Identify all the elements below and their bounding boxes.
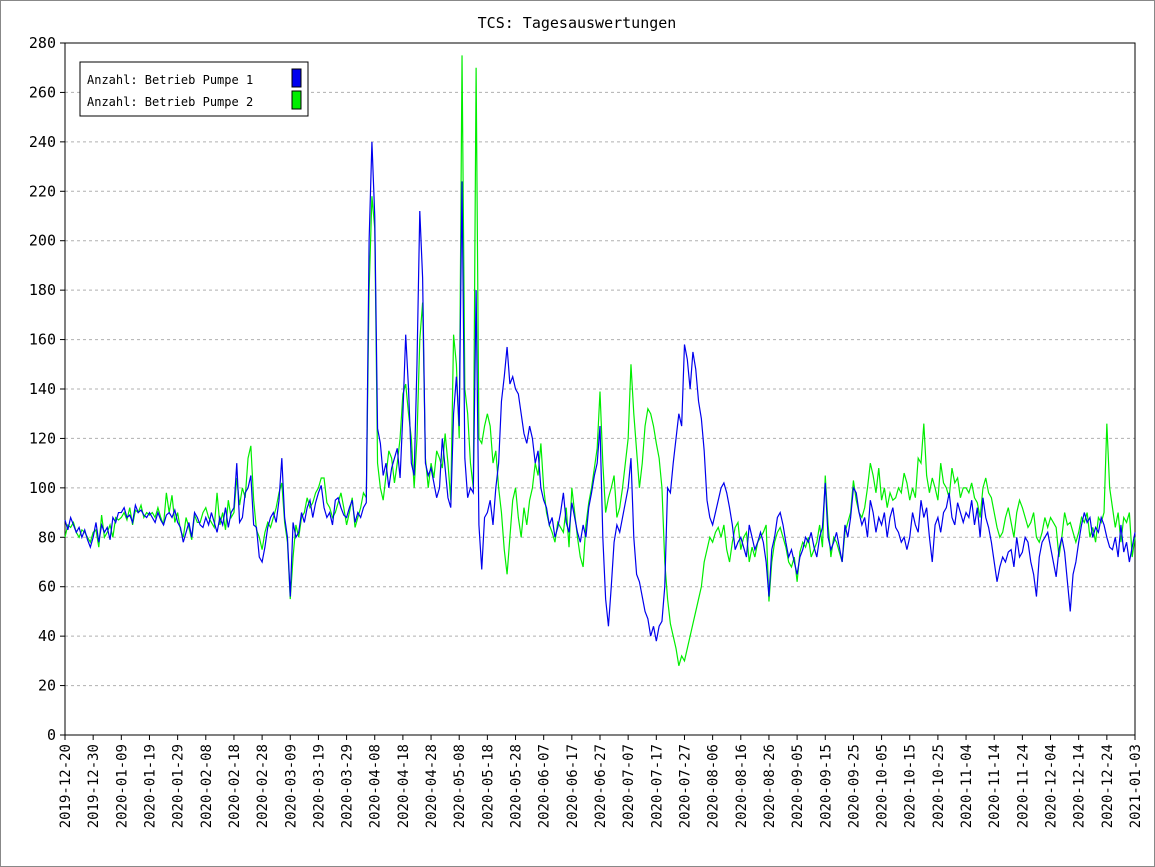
legend-label: Anzahl: Betrieb Pumpe 2 — [87, 95, 253, 109]
y-tick-label: 0 — [47, 726, 56, 744]
x-tick-label: 2020-05-28 — [509, 744, 525, 828]
y-tick-label: 240 — [29, 133, 56, 151]
x-tick-label: 2020-11-24 — [1015, 744, 1031, 828]
x-tick-label: 2020-11-14 — [987, 744, 1003, 828]
x-tick-label: 2020-04-28 — [424, 744, 440, 828]
x-tick-label: 2020-06-27 — [593, 744, 609, 828]
y-tick-label: 280 — [29, 34, 56, 52]
x-tick-label: 2020-07-17 — [649, 744, 665, 828]
x-tick-label: 2020-04-18 — [396, 744, 412, 828]
x-tick-label: 2020-07-27 — [677, 744, 693, 828]
y-tick-label: 100 — [29, 479, 56, 497]
y-tick-label: 40 — [38, 627, 56, 645]
plot-frame — [64, 42, 1136, 736]
y-tick-label: 80 — [38, 528, 56, 546]
x-tick-label: 2020-02-08 — [199, 744, 215, 828]
y-tick-label: 260 — [29, 83, 56, 101]
x-tick-label: 2020-06-07 — [537, 744, 553, 828]
x-tick-label: 2020-01-29 — [171, 744, 187, 828]
legend-swatch — [291, 68, 302, 88]
x-tick-label: 2020-10-25 — [931, 744, 947, 828]
legend-box — [79, 61, 309, 117]
x-tick-label: 2020-10-05 — [875, 744, 891, 828]
legend-label: Anzahl: Betrieb Pumpe 1 — [87, 73, 253, 87]
x-tick-label: 2020-12-04 — [1044, 744, 1060, 828]
chart-title: TCS: Tagesauswertungen — [478, 14, 677, 32]
x-tick-label: 2020-04-08 — [368, 744, 384, 828]
y-tick-label: 140 — [29, 380, 56, 398]
x-tick-label: 2019-12-30 — [86, 744, 102, 828]
x-tick-label: 2020-05-18 — [480, 744, 496, 828]
y-tick-label: 180 — [29, 281, 56, 299]
y-tick-label: 60 — [38, 578, 56, 596]
series-line — [64, 141, 1136, 642]
x-tick-label: 2021-01-03 — [1128, 744, 1144, 828]
x-tick-label: 2020-08-26 — [762, 744, 778, 828]
y-tick-label: 220 — [29, 182, 56, 200]
x-tick-label: 2020-12-24 — [1100, 744, 1116, 828]
x-tick-label: 2020-11-04 — [959, 744, 975, 828]
x-tick-label: 2020-07-07 — [621, 744, 637, 828]
x-tick-label: 2020-05-08 — [452, 744, 468, 828]
x-tick-label: 2020-10-15 — [903, 744, 919, 828]
series-line — [64, 55, 1136, 666]
x-tick-label: 2020-03-19 — [311, 744, 327, 828]
x-tick-label: 2020-09-05 — [790, 744, 806, 828]
x-tick-label: 2020-09-25 — [846, 744, 862, 828]
x-tick-label: 2020-01-09 — [114, 744, 130, 828]
x-tick-label: 2020-12-14 — [1072, 744, 1088, 828]
y-tick-label: 120 — [29, 429, 56, 447]
x-tick-label: 2020-08-16 — [734, 744, 750, 828]
x-tick-label: 2020-03-29 — [340, 744, 356, 828]
x-tick-label: 2020-01-19 — [142, 744, 158, 828]
x-tick-label: 2020-08-06 — [706, 744, 722, 828]
x-tick-label: 2020-09-15 — [818, 744, 834, 828]
x-tick-label: 2020-02-18 — [227, 744, 243, 828]
y-tick-label: 160 — [29, 331, 56, 349]
legend-swatch — [291, 90, 302, 110]
y-tick-label: 20 — [38, 677, 56, 695]
x-tick-label: 2019-12-20 — [58, 744, 74, 828]
x-tick-label: 2020-03-09 — [283, 744, 299, 828]
x-tick-label: 2020-02-28 — [255, 744, 271, 828]
y-tick-label: 200 — [29, 232, 56, 250]
x-tick-label: 2020-06-17 — [565, 744, 581, 828]
